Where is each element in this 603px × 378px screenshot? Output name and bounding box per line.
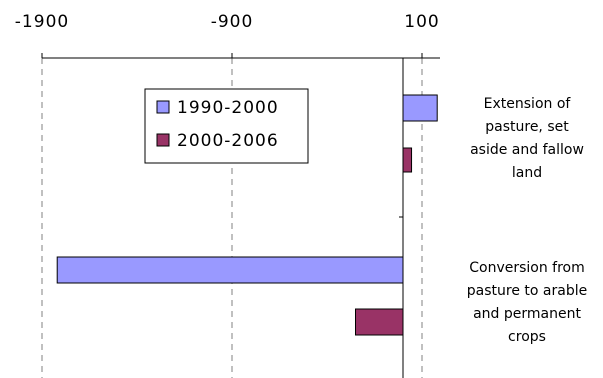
category-label-line: pasture to arable (467, 283, 587, 299)
category-label-line: land (512, 165, 542, 181)
bar-1990-2000-category-1 (56, 256, 404, 284)
bar-2000-2006-category-0 (402, 147, 413, 173)
bar-1990-2000-category-0 (402, 94, 438, 122)
bars (56, 94, 438, 336)
grid-lines (41, 58, 423, 378)
category-label-line: Extension of (484, 96, 572, 112)
category-label-line: pasture, set (485, 119, 569, 135)
x-tick-label--1900: -1900 (15, 12, 69, 32)
category-label-line: aside and fallow (470, 142, 584, 158)
category-label-0: Extension of pasture, set aside and fallow… (470, 96, 584, 181)
x-tick-label-100: 100 (404, 12, 439, 32)
category-label-line: and permanent (473, 306, 581, 322)
x-tick-label--900: -900 (211, 12, 254, 32)
bar-2000-2006-category-1 (355, 308, 404, 336)
category-labels: Extension of pasture, set aside and fallow… (467, 96, 587, 345)
legend-label-2000-2006: 2000-2006 (177, 131, 279, 151)
legend-box (144, 88, 309, 164)
legend-label-1990-2000: 1990-2000 (177, 98, 279, 118)
x-tick-labels: -1900 -900 100 (15, 12, 439, 32)
legend: 1990-2000 2000-2006 (144, 88, 309, 164)
category-label-1: Conversion from pasture to arable and perm… (467, 260, 587, 345)
legend-swatch-1990-2000 (156, 100, 170, 114)
legend-swatch-2000-2006 (156, 133, 170, 147)
category-label-line: Conversion from (469, 260, 585, 276)
category-label-line: crops (508, 329, 546, 345)
